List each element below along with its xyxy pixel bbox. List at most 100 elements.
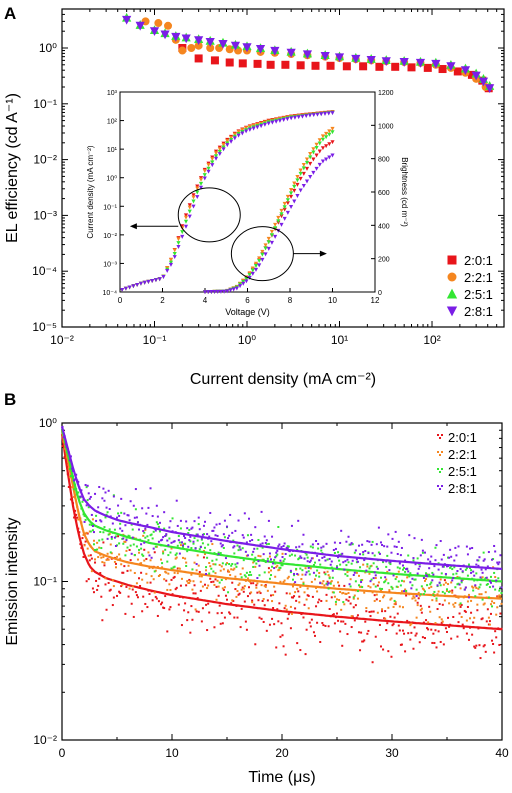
b-data-point: [128, 548, 131, 551]
b-data-point: [233, 567, 236, 570]
b-data-point: [260, 510, 263, 513]
inset-current-point: [183, 215, 189, 220]
b-data-point: [113, 560, 116, 563]
b-data-point: [356, 590, 359, 593]
inset-brightness-point: [253, 261, 259, 266]
b-data-point: [136, 558, 139, 561]
b-data-point: [360, 579, 363, 582]
b-data-point: [441, 620, 444, 623]
b-data-point: [114, 562, 117, 565]
inset-current-series-2-8-1: [120, 111, 335, 292]
b-data-point: [310, 618, 313, 621]
inset-brightness-point: [273, 234, 278, 239]
b-data-point: [126, 569, 129, 572]
inset-brightness-point: [304, 160, 310, 165]
b-data-point: [186, 550, 189, 553]
b-data-point: [167, 554, 170, 557]
b-data-point: [107, 558, 110, 561]
b-data-point: [198, 571, 201, 574]
b-data-point: [357, 544, 360, 547]
b-data-point: [340, 553, 343, 556]
b-data-point: [472, 586, 475, 589]
b-data-point: [234, 575, 237, 578]
b-data-point: [425, 619, 428, 622]
b-data-point: [141, 507, 144, 510]
b-data-point: [428, 605, 431, 608]
b-data-point: [191, 618, 194, 621]
inset-current-point: [217, 147, 222, 152]
b-data-point: [160, 539, 163, 542]
b-data-point: [354, 580, 357, 583]
b-data-point: [367, 629, 370, 632]
b-data-point: [170, 578, 173, 581]
b-data-point: [110, 537, 113, 540]
b-data-point: [236, 562, 239, 565]
b-data-point: [375, 543, 378, 546]
b-data-point: [384, 580, 387, 583]
b-data-point: [460, 615, 463, 618]
b-data-point: [323, 571, 326, 574]
b-data-point: [349, 602, 352, 605]
a-data-point: [194, 36, 204, 45]
b-data-point: [178, 567, 181, 570]
b-data-point: [220, 545, 223, 548]
b-data-point: [241, 547, 244, 550]
inset-brightness-point: [324, 144, 329, 149]
inset-y-tick-label: 10⁻²: [103, 233, 117, 240]
b-data-point: [223, 519, 226, 522]
inset-brightness-point: [263, 246, 268, 251]
b-data-point: [347, 535, 350, 538]
b-data-point: [230, 568, 233, 571]
b-data-point: [101, 497, 104, 500]
b-data-point: [366, 540, 369, 543]
b-data-point: [360, 585, 363, 588]
b-data-point: [452, 577, 455, 580]
b-data-point: [391, 624, 394, 627]
b-data-point: [160, 603, 163, 606]
b-data-point: [101, 619, 104, 622]
a-data-point: [431, 59, 441, 69]
b-data-point: [350, 542, 353, 545]
b-data-point: [473, 645, 476, 648]
b-data-point: [430, 628, 433, 631]
inset-brightness-point: [279, 212, 284, 217]
b-data-point: [288, 592, 291, 595]
b-data-point: [499, 586, 502, 589]
b-data-point: [480, 593, 483, 596]
b-data-point: [423, 637, 426, 640]
b-data-point: [440, 621, 443, 624]
b-data-point: [388, 569, 391, 572]
b-legend-label: 2:5:1: [448, 464, 477, 479]
b-data-point: [184, 557, 187, 560]
inset-brightness-point: [327, 132, 332, 137]
b-data-point: [150, 556, 153, 559]
b-data-point: [421, 551, 424, 554]
inset-current-point: [244, 129, 249, 134]
b-data-point: [326, 570, 329, 573]
b-data-point: [240, 588, 243, 591]
b-data-point: [307, 566, 310, 569]
b-data-point: [241, 534, 244, 537]
b-data-point: [304, 567, 307, 570]
b-data-point: [374, 635, 377, 638]
b-data-point: [299, 555, 302, 558]
b-data-point: [263, 584, 266, 587]
b-data-point: [403, 632, 406, 635]
b-data-point: [322, 580, 325, 583]
inset-current-point: [274, 119, 279, 124]
b-data-point: [228, 570, 231, 573]
inset-brightness-point: [250, 268, 255, 273]
b-data-point: [362, 551, 365, 554]
b-data-point: [100, 520, 103, 523]
b-data-point: [368, 567, 371, 570]
b-data-point: [162, 550, 165, 553]
b-data-point: [374, 585, 377, 588]
b-data-point: [483, 558, 486, 561]
b-data-point: [393, 616, 396, 619]
b-data-point: [353, 594, 356, 597]
inset-y2-tick-label: 600: [378, 190, 390, 197]
b-data-point: [104, 583, 107, 586]
b-data-point: [67, 485, 70, 488]
b-data-point: [400, 590, 403, 593]
b-data-point: [145, 572, 148, 575]
